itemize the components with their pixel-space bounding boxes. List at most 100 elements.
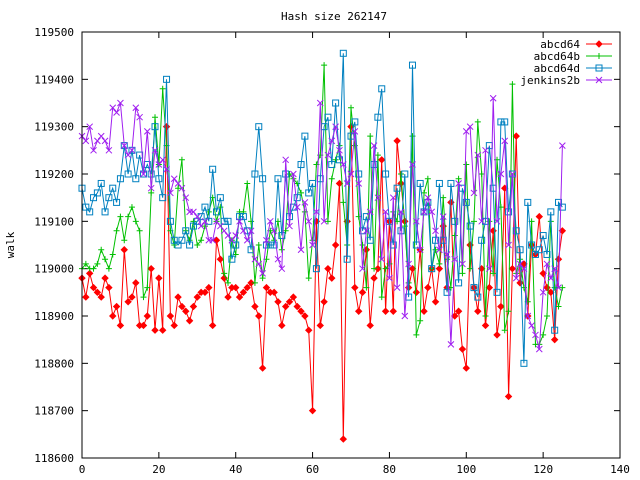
data-point-abcd64 [101,274,109,282]
legend-marker-abcd64 [595,40,603,48]
data-point-abcd64 [539,269,547,278]
data-point-abcd64b [98,246,105,253]
data-point-abcd64d [182,227,190,235]
data-point-abcd64d [82,203,90,211]
data-point-abcd64 [408,264,417,273]
data-point-abcd64d [232,241,240,249]
data-point-abcd64 [550,335,559,344]
data-point-jenkins2b [378,255,386,263]
data-point-abcd64b [282,227,289,234]
data-point-abcd64d [186,241,194,249]
data-point-abcd64d [351,118,359,126]
data-point-abcd64d [539,232,547,240]
data-point-abcd64d [251,170,259,178]
data-point-abcd64b [128,204,135,211]
x-tick-label: 140 [610,463,630,476]
data-point-abcd64d [382,170,390,178]
data-point-abcd64 [431,298,440,306]
data-point-abcd64d [151,123,159,131]
data-point-abcd64b [121,237,128,244]
data-point-jenkins2b [282,156,290,164]
data-point-jenkins2b [259,270,266,277]
data-point-abcd64d [178,236,186,244]
data-point-abcd64d [466,222,474,230]
data-point-abcd64 [393,137,401,145]
data-point-abcd64b [355,213,362,220]
data-point-jenkins2b [255,260,263,268]
data-point-jenkins2b [493,217,501,225]
data-point-abcd64d [189,222,197,230]
data-point-abcd64d [378,85,386,93]
y-tick-label: 119300 [34,121,74,134]
data-point-jenkins2b [132,104,140,112]
data-point-jenkins2b [524,312,532,320]
data-point-abcd64b [298,189,305,196]
data-point-abcd64b [340,199,347,206]
data-point-abcd64b [455,175,462,182]
data-point-jenkins2b [332,123,339,131]
y-axis-label: walk [4,231,17,258]
x-tick-label: 20 [152,463,165,476]
data-point-jenkins2b [528,322,535,329]
data-point-abcd64 [216,255,225,263]
data-point-abcd64 [512,132,520,140]
data-point-abcd64d [401,170,409,178]
data-point-abcd64b [94,260,101,267]
data-point-abcd64b [459,270,466,277]
data-point-jenkins2b [339,161,347,168]
data-point-abcd64b [328,175,335,182]
data-point-abcd64d [205,217,213,225]
y-tick-label: 118700 [34,405,74,418]
data-point-jenkins2b [439,213,447,220]
data-point-jenkins2b [140,170,147,178]
data-point-abcd64 [93,288,102,297]
data-point-abcd64 [166,312,175,320]
data-point-jenkins2b [136,113,143,121]
data-point-abcd64d [213,208,220,216]
data-point-abcd64b [490,270,497,277]
data-point-abcd64b [201,223,208,230]
data-point-jenkins2b [117,99,124,107]
data-point-abcd64d [328,161,336,169]
data-point-abcd64 [328,274,336,282]
data-point-abcd64 [435,264,444,273]
data-point-jenkins2b [539,288,547,296]
data-point-jenkins2b [243,236,251,244]
data-point-abcd64b [251,279,258,286]
data-point-abcd64d [531,250,539,258]
data-point-abcd64b [482,313,489,319]
data-point-jenkins2b [113,109,120,116]
data-point-abcd64d [312,265,320,273]
data-point-abcd64d [170,236,178,244]
data-point-abcd64 [124,298,132,306]
data-point-jenkins2b [270,227,278,235]
data-point-abcd64b [140,294,147,301]
series-line-abcd64b [81,65,563,345]
data-point-jenkins2b [174,180,182,187]
data-point-abcd64 [320,298,328,306]
data-point-abcd64 [374,264,382,273]
data-point-jenkins2b [167,189,174,197]
data-point-abcd64 [331,241,340,249]
data-point-jenkins2b [297,246,305,254]
data-point-jenkins2b [424,194,432,202]
data-point-abcd64 [116,321,125,330]
data-point-jenkins2b [143,128,151,135]
legend-label-abcd64d: abcd64d [534,62,580,75]
data-point-abcd64d [428,265,436,273]
data-point-abcd64d [432,236,440,244]
x-tick-label: 40 [229,463,242,476]
data-point-jenkins2b [497,170,505,178]
data-point-abcd64 [205,283,213,292]
data-point-abcd64d [197,213,205,221]
data-point-abcd64 [381,307,390,315]
data-point-abcd64 [251,302,259,311]
plot-frame [81,31,621,459]
data-point-abcd64d [209,165,217,173]
data-point-abcd64d [297,161,305,169]
data-point-jenkins2b [163,165,170,173]
data-point-abcd64b [255,242,262,248]
data-point-jenkins2b [412,217,420,225]
